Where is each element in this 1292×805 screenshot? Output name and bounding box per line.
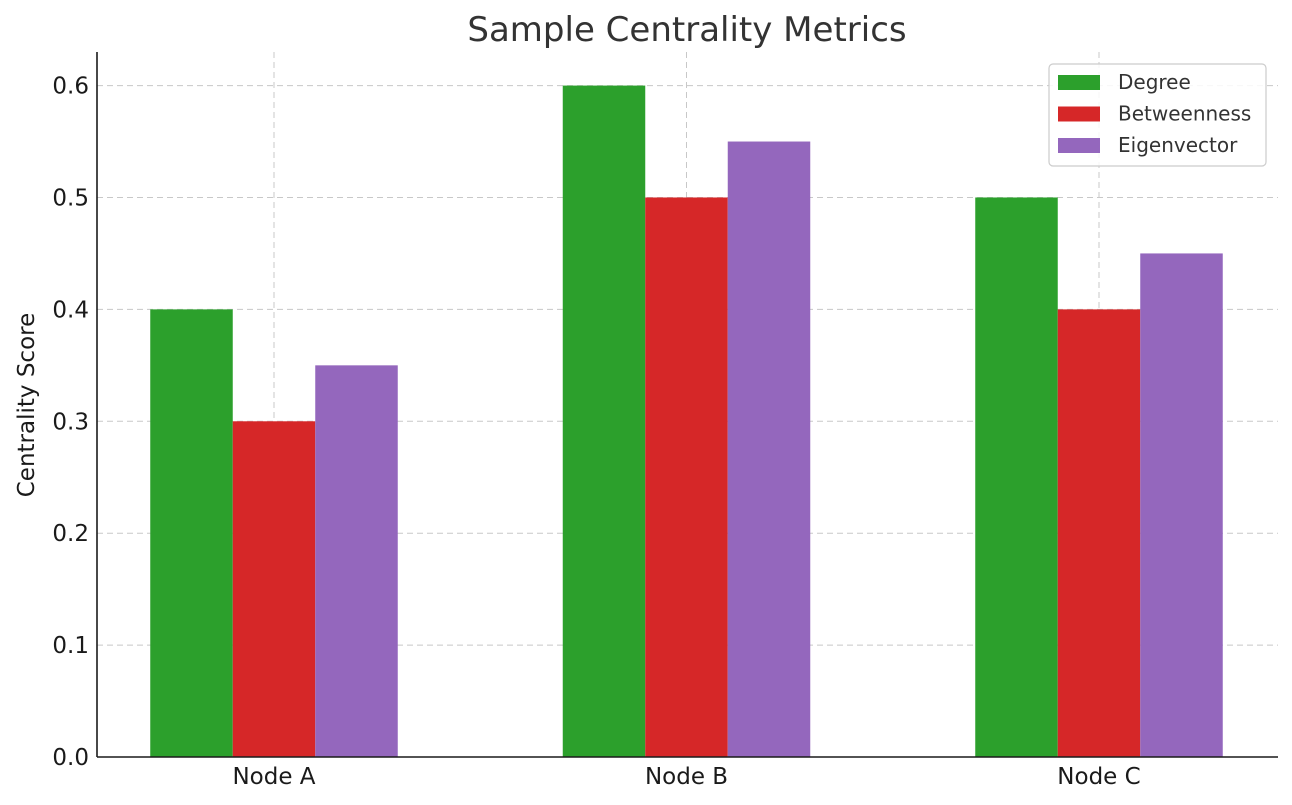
bar-degree-node-c bbox=[975, 197, 1058, 757]
bar-eigenvector-node-a bbox=[315, 365, 398, 757]
x-tick-label: Node B bbox=[645, 764, 728, 790]
bar-degree-node-a bbox=[150, 309, 233, 757]
legend-swatch-degree bbox=[1058, 75, 1100, 90]
legend-label-eigenvector: Eigenvector bbox=[1118, 133, 1238, 157]
chart-title: Sample Centrality Metrics bbox=[467, 10, 906, 50]
bar-betweenness-node-c bbox=[1057, 309, 1141, 757]
y-axis-label: Centrality Score bbox=[14, 313, 40, 498]
y-tick-label: 0.4 bbox=[52, 297, 89, 323]
legend-swatch-betweenness bbox=[1058, 106, 1100, 122]
legend-label-degree: Degree bbox=[1118, 70, 1191, 94]
y-tick-label: 0.1 bbox=[52, 633, 89, 659]
y-tick-label: 0.6 bbox=[52, 74, 89, 100]
y-tick-label: 0.0 bbox=[52, 745, 89, 771]
bar-eigenvector-node-c bbox=[1140, 253, 1223, 757]
bars bbox=[150, 85, 1223, 758]
legend-box bbox=[1048, 63, 1267, 167]
bar-betweenness-node-b bbox=[645, 197, 728, 757]
tick-labels: 0.0 0.1 0.2 0.3 0.4 0.5 0.6 Node A Node B Node C bbox=[52, 74, 1140, 790]
x-tick-label: Node A bbox=[232, 764, 315, 790]
legend-swatch-eigenvector bbox=[1058, 138, 1100, 153]
y-tick-label: 0.3 bbox=[52, 409, 89, 435]
bar-betweenness-node-a bbox=[232, 421, 316, 757]
legend-label-betweenness: Betweenness bbox=[1118, 102, 1251, 126]
bar-degree-node-b bbox=[562, 85, 646, 758]
x-tick-label: Node C bbox=[1057, 764, 1140, 790]
bar-eigenvector-node-b bbox=[727, 141, 811, 757]
y-tick-label: 0.5 bbox=[52, 185, 89, 211]
legend: Degree Betweenness Eigenvector bbox=[1048, 63, 1267, 167]
axes bbox=[96, 52, 1278, 758]
y-tick-label: 0.2 bbox=[52, 521, 89, 547]
